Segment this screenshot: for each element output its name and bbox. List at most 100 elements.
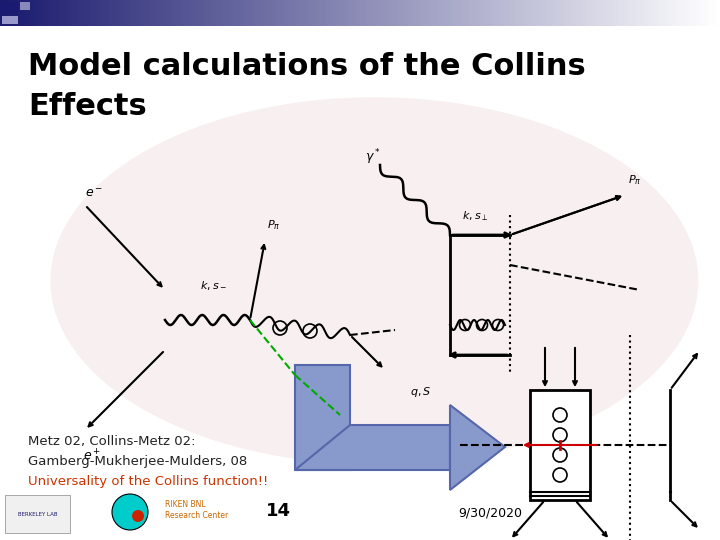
- Bar: [115, 0, 119, 26]
- Bar: [614, 0, 618, 26]
- Bar: [142, 0, 145, 26]
- Bar: [338, 0, 342, 26]
- Bar: [372, 0, 375, 26]
- Bar: [617, 0, 620, 26]
- Bar: [495, 0, 498, 26]
- Bar: [470, 0, 474, 26]
- Bar: [686, 0, 690, 26]
- Bar: [650, 0, 654, 26]
- Circle shape: [112, 494, 148, 530]
- Bar: [403, 0, 407, 26]
- Bar: [516, 0, 519, 26]
- Bar: [646, 0, 649, 26]
- Bar: [274, 0, 277, 26]
- Bar: [297, 0, 301, 26]
- Bar: [117, 0, 121, 26]
- Bar: [2, 16, 18, 24]
- Bar: [526, 0, 529, 26]
- Bar: [675, 0, 678, 26]
- Bar: [146, 0, 150, 26]
- Bar: [487, 0, 490, 26]
- Bar: [367, 0, 371, 26]
- Text: 9/30/2020: 9/30/2020: [458, 507, 522, 520]
- Bar: [60, 0, 63, 26]
- Bar: [2, 2, 18, 14]
- Bar: [389, 0, 392, 26]
- Bar: [207, 0, 210, 26]
- Bar: [67, 0, 71, 26]
- Bar: [302, 0, 306, 26]
- Text: BERKELEY LAB: BERKELEY LAB: [18, 511, 58, 516]
- Text: $e^-$: $e^-$: [85, 187, 104, 200]
- Bar: [477, 0, 481, 26]
- Bar: [235, 0, 238, 26]
- Bar: [315, 0, 318, 26]
- Bar: [163, 0, 166, 26]
- Bar: [331, 0, 335, 26]
- Bar: [569, 0, 572, 26]
- Bar: [657, 0, 661, 26]
- Bar: [182, 0, 186, 26]
- Bar: [300, 0, 303, 26]
- Bar: [58, 0, 61, 26]
- Bar: [156, 0, 159, 26]
- Bar: [513, 0, 517, 26]
- Bar: [662, 0, 666, 26]
- Bar: [250, 0, 253, 26]
- Bar: [410, 0, 414, 26]
- Text: $\gamma^*$: $\gamma^*$: [365, 147, 381, 167]
- Bar: [125, 0, 128, 26]
- Bar: [547, 0, 551, 26]
- Polygon shape: [450, 405, 505, 490]
- Bar: [216, 0, 220, 26]
- Bar: [677, 0, 680, 26]
- Bar: [113, 0, 116, 26]
- Bar: [132, 0, 135, 26]
- Bar: [499, 0, 503, 26]
- Bar: [9, 0, 13, 26]
- Bar: [621, 0, 625, 26]
- Bar: [545, 0, 548, 26]
- Bar: [221, 0, 224, 26]
- Bar: [70, 0, 73, 26]
- Bar: [384, 0, 387, 26]
- Bar: [17, 0, 20, 26]
- Bar: [672, 0, 675, 26]
- Bar: [122, 0, 126, 26]
- Bar: [418, 0, 421, 26]
- Text: $P_\pi$: $P_\pi$: [267, 218, 281, 232]
- Bar: [89, 0, 92, 26]
- Bar: [187, 0, 191, 26]
- Bar: [691, 0, 695, 26]
- Bar: [168, 0, 171, 26]
- Text: $k, s_\perp$: $k, s_\perp$: [462, 209, 488, 223]
- Bar: [667, 0, 670, 26]
- Bar: [444, 0, 447, 26]
- Bar: [559, 0, 562, 26]
- Bar: [502, 0, 505, 26]
- Polygon shape: [295, 425, 450, 470]
- Bar: [351, 0, 354, 26]
- Bar: [578, 0, 582, 26]
- Bar: [634, 0, 637, 26]
- Bar: [463, 0, 467, 26]
- Bar: [0, 0, 4, 26]
- Bar: [305, 0, 308, 26]
- Bar: [307, 0, 310, 26]
- Bar: [223, 0, 227, 26]
- Bar: [43, 0, 47, 26]
- Bar: [130, 0, 133, 26]
- Bar: [588, 0, 591, 26]
- Bar: [31, 0, 35, 26]
- Bar: [603, 0, 606, 26]
- Bar: [310, 0, 313, 26]
- Bar: [631, 0, 634, 26]
- Bar: [583, 0, 587, 26]
- Bar: [639, 0, 642, 26]
- Bar: [153, 0, 157, 26]
- Bar: [199, 0, 202, 26]
- Bar: [254, 0, 258, 26]
- Bar: [209, 0, 212, 26]
- Bar: [439, 0, 443, 26]
- Bar: [698, 0, 702, 26]
